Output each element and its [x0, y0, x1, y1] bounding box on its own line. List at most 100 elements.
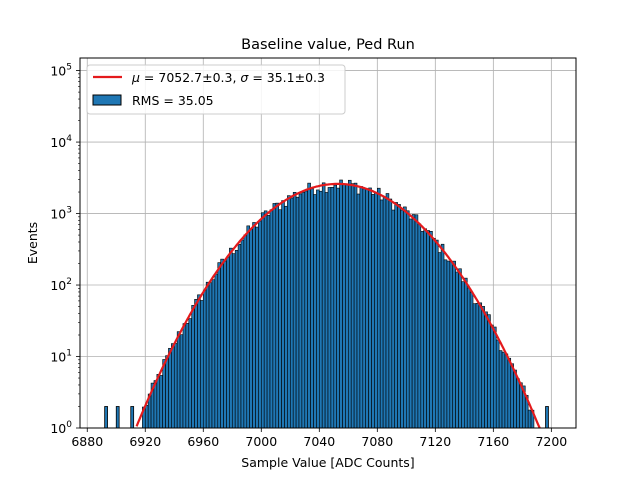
histogram-bar: [466, 287, 471, 429]
histogram-bar: [417, 223, 422, 429]
histogram-bar: [356, 193, 361, 429]
x-tick-label: 7000: [245, 434, 277, 449]
histogram-bar: [194, 299, 198, 429]
histogram-bar: [223, 260, 227, 429]
histogram-outlier-bar: [545, 406, 549, 429]
y-tick-exponent: 5: [66, 63, 72, 73]
histogram-bar: [501, 351, 506, 429]
histogram-bar: [420, 231, 425, 429]
histogram-bar: [188, 318, 192, 429]
histogram-bar: [159, 375, 163, 429]
y-tick-exponent: 3: [66, 206, 72, 216]
histogram-bar: [252, 222, 256, 429]
histogram-bar: [498, 350, 503, 429]
histogram-bar: [182, 323, 187, 429]
histogram-bar: [156, 374, 161, 429]
histogram-bar: [333, 184, 338, 429]
histogram-outlier-bar: [130, 406, 135, 429]
sigma-value: = 35.1±0.3: [248, 70, 325, 85]
x-axis-ticks: 6880 6920 6960 7000 7040 7080 7120 7160 7200: [71, 428, 567, 449]
histogram-bar: [287, 195, 291, 429]
y-tick-label: 104: [50, 134, 72, 150]
histogram-bar: [336, 187, 340, 429]
histogram-bar: [469, 291, 474, 429]
histogram-bar: [208, 282, 213, 429]
y-tick-exponent: 2: [66, 277, 72, 287]
histogram-bar: [458, 268, 462, 429]
y-tick-base: 10: [50, 421, 66, 436]
histogram-bar: [406, 210, 410, 429]
legend-box: [86, 64, 346, 115]
histogram-bar: [513, 369, 517, 429]
histogram-bar: [368, 187, 372, 429]
histogram-bar: [284, 205, 288, 429]
histogram-bar: [220, 258, 224, 429]
histogram-bar: [237, 243, 242, 429]
x-tick-label: 6920: [129, 434, 161, 449]
x-tick-label: 7160: [477, 434, 509, 449]
histogram-bar: [260, 212, 265, 429]
histogram-bar: [452, 260, 456, 429]
x-tick-label: 6960: [187, 434, 219, 449]
histogram-bar: [307, 182, 311, 429]
histogram-bar: [493, 326, 497, 429]
legend: μ = 7052.7±0.3, σ = 35.1±0.3 RMS = 35.05: [86, 64, 346, 115]
y-tick-base: 10: [50, 64, 66, 79]
histogram-bar: [255, 226, 259, 429]
y-tick-base: 10: [50, 135, 66, 150]
histogram-bar: [408, 218, 413, 429]
y-tick-label: 102: [50, 277, 72, 293]
plot-frame: [79, 57, 577, 429]
y-tick-exponent: 4: [66, 134, 72, 144]
histogram-bar: [304, 190, 308, 429]
histogram-bar: [437, 252, 442, 429]
histogram-bar: [527, 409, 532, 429]
x-axis-label: Sample Value [ADC Counts]: [241, 455, 414, 470]
histogram-bar: [278, 209, 282, 429]
histogram-bar: [348, 179, 352, 429]
histogram-bar: [461, 281, 465, 429]
histogram-bar: [205, 281, 210, 429]
histogram-bar: [400, 209, 404, 429]
x-tick-label: 7080: [361, 434, 393, 449]
histogram-bar: [316, 189, 320, 429]
y-tick-base: 10: [50, 278, 66, 293]
histogram-bar: [449, 261, 454, 429]
histogram-bar: [379, 199, 384, 429]
histogram-bar: [243, 234, 248, 429]
histogram-bar: [382, 196, 387, 429]
histogram-bar: [318, 190, 323, 429]
y-tick-label: 103: [50, 206, 72, 222]
histogram-bar: [202, 289, 207, 429]
y-tick-label: 100: [50, 420, 72, 436]
histogram-bar: [478, 302, 483, 429]
gaussian-fit-line: [135, 182, 541, 429]
histogram-bar: [353, 182, 358, 429]
histogram-bars: [104, 179, 549, 429]
chart-title: Baseline value, Ped Run: [241, 37, 415, 53]
histogram-bar: [211, 279, 216, 429]
x-tick-label: 7040: [303, 434, 335, 449]
histogram-bar: [310, 188, 314, 429]
histogram-bar: [385, 193, 390, 429]
histogram-bar: [472, 303, 477, 429]
histogram-bar: [231, 253, 236, 429]
histogram-bar: [411, 214, 416, 429]
histogram-bar: [301, 192, 306, 429]
histogram-bar: [495, 339, 500, 429]
mu-value: = 7052.7±0.3,: [140, 70, 240, 85]
histogram-bar: [191, 305, 195, 429]
histogram-bar: [464, 277, 468, 429]
x-tick-label: 7120: [419, 434, 451, 449]
histogram-bar: [330, 186, 335, 429]
histogram-bar: [345, 183, 349, 429]
histogram-bar: [516, 378, 520, 429]
histogram-bar: [504, 353, 509, 429]
histogram-bar: [435, 239, 439, 429]
legend-hist-label: RMS = 35.05: [132, 93, 214, 108]
histogram-bar: [423, 228, 427, 429]
histogram-bar: [403, 206, 407, 429]
histogram-bar: [298, 193, 303, 429]
